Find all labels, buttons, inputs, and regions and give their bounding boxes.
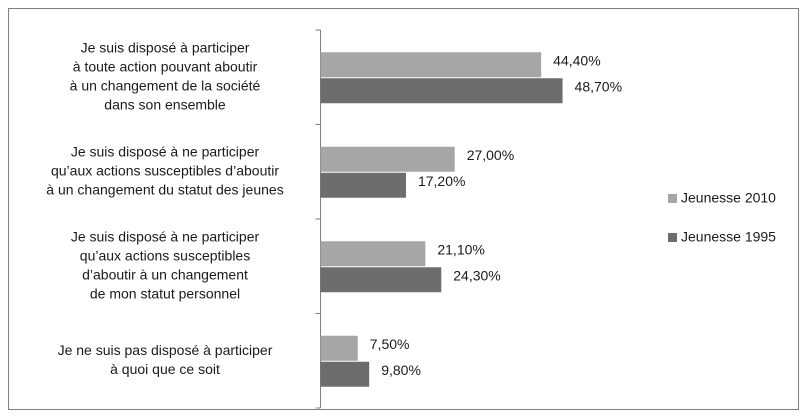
category-label: Je suis disposé à ne participer (71, 143, 260, 159)
bar (320, 146, 455, 172)
category-label: qu’aux actions susceptibles (80, 247, 250, 263)
value-label: 7,50% (370, 336, 410, 352)
category-label: Je suis disposé à participer (81, 39, 250, 55)
category-label: qu’aux actions susceptibles d’aboutir (51, 162, 279, 178)
bar (320, 78, 563, 104)
value-label: 24,30% (453, 267, 500, 283)
category-label: à quoi que ce soit (110, 361, 220, 377)
value-label: 48,70% (575, 78, 622, 94)
chart-border (8, 8, 799, 410)
bar (320, 361, 370, 387)
category-label: à un changement de la société (70, 77, 261, 93)
value-label: 44,40% (553, 52, 600, 68)
bar (320, 241, 426, 267)
category-label: Je ne suis pas disposé à participer (58, 342, 273, 358)
category-label: dans son ensemble (104, 96, 226, 112)
category-label: Je suis disposé à ne participer (71, 228, 260, 244)
bar (320, 335, 358, 361)
category-label: d’aboutir à un changement (82, 266, 248, 282)
bar (320, 172, 406, 198)
bar (320, 267, 442, 293)
category-label: à toute action pouvant aboutir (73, 58, 258, 74)
legend-swatch (668, 194, 677, 203)
legend-label: Jeunesse 2010 (681, 190, 776, 206)
value-label: 17,20% (418, 173, 465, 189)
value-label: 9,80% (381, 362, 421, 378)
category-label: de mon statut personnel (90, 285, 240, 301)
bar (320, 52, 542, 78)
category-label: à un changement du statut des jeunes (46, 181, 283, 197)
legend-label: Jeunesse 1995 (681, 229, 776, 245)
legend-swatch (668, 233, 677, 242)
value-label: 21,10% (437, 241, 484, 257)
value-label: 27,00% (467, 147, 514, 163)
